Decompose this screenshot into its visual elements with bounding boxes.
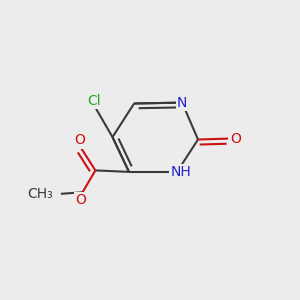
Text: O: O	[76, 193, 86, 207]
Text: O: O	[230, 132, 241, 145]
Text: Cl: Cl	[88, 94, 101, 108]
Text: N: N	[177, 96, 187, 110]
Text: O: O	[74, 134, 85, 147]
Text: NH: NH	[170, 165, 191, 179]
Text: CH₃: CH₃	[28, 187, 53, 201]
